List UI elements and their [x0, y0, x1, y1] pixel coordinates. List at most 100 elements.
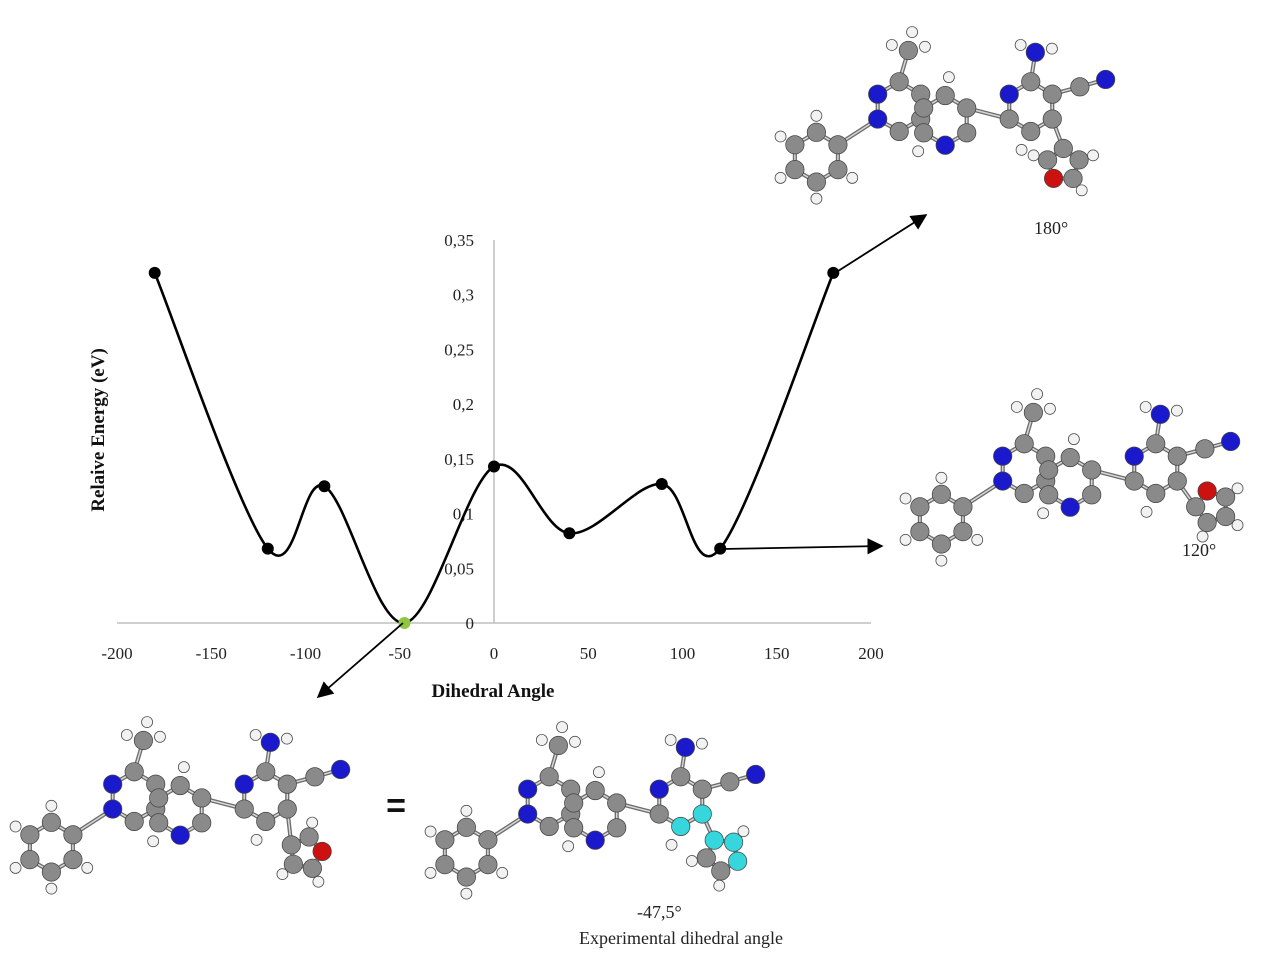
data-point — [488, 460, 500, 473]
molecule-minimum-structure — [9, 716, 351, 895]
angle-label-experimental: -47,5° — [637, 902, 682, 922]
data-points — [148, 266, 840, 629]
carbon-atom — [435, 855, 455, 875]
angle-label-120: 120° — [1182, 540, 1216, 560]
carbon-atom — [281, 835, 301, 855]
hydrogen-atom — [1196, 530, 1209, 543]
carbon-atom — [564, 818, 584, 838]
molecule-120-degrees — [899, 388, 1244, 567]
carbon-atom — [696, 848, 716, 868]
x-tick-label: 50 — [580, 644, 597, 663]
x-tick-label: 150 — [764, 644, 790, 663]
data-point — [827, 266, 840, 279]
carbon-atom — [1124, 471, 1144, 491]
carbon-atom — [564, 793, 584, 813]
x-tick-label: -100 — [290, 644, 321, 663]
carbon-atom — [889, 72, 909, 92]
hydrogen-atom — [1087, 149, 1099, 162]
carbon-atom — [910, 522, 930, 542]
x-tick-label: -200 — [101, 644, 132, 663]
carbon-atom — [149, 813, 169, 833]
carbon-atom — [456, 867, 476, 887]
chart-axes — [117, 240, 871, 624]
hydrogen-atom — [249, 729, 262, 741]
nitrogen-atom — [935, 135, 955, 155]
carbon-atom — [999, 109, 1019, 129]
carbon-atom — [1060, 447, 1080, 468]
carbon-atom — [63, 825, 83, 845]
hydrogen-atom — [774, 172, 787, 184]
hydrogen-atom — [810, 192, 823, 205]
hydrogen-atom — [935, 471, 948, 484]
carbon-atom — [914, 98, 934, 118]
carbon-atom — [1021, 72, 1041, 92]
carbon-atom — [1053, 138, 1073, 159]
carbon-atom — [124, 811, 144, 832]
carbon-atom — [785, 135, 805, 155]
hydrogen-atom — [810, 109, 823, 122]
atoms — [424, 721, 766, 900]
highlighted-atom — [671, 816, 691, 837]
highlighted-atom — [724, 832, 744, 852]
hydrogen-atom — [306, 816, 319, 829]
hydrogen-atom — [81, 862, 94, 874]
carbon-atom — [889, 121, 909, 142]
data-point — [318, 480, 331, 493]
y-tick-labels: 00,050,10,150,20,250,30,35 — [444, 231, 474, 633]
hydrogen-atom — [45, 882, 58, 895]
carbon-atom — [898, 40, 918, 61]
nitrogen-atom — [868, 84, 888, 104]
carbon-atom — [692, 779, 712, 799]
nitrogen-atom — [585, 830, 605, 850]
data-point — [714, 542, 727, 555]
hydrogen-atom — [737, 825, 750, 838]
carbon-atom — [1082, 460, 1102, 480]
hydrogen-atom — [1067, 433, 1080, 446]
carbon-atom — [1195, 439, 1215, 459]
carbon-atom — [1023, 402, 1043, 423]
carbon-atom — [931, 534, 951, 554]
atoms — [899, 388, 1244, 567]
carbon-atom — [234, 799, 254, 819]
carbon-atom — [1216, 506, 1236, 527]
carbon-atom — [548, 735, 568, 756]
hydrogen-atom — [1139, 401, 1152, 413]
carbon-atom — [539, 816, 559, 837]
hydrogen-atom — [912, 145, 925, 158]
hydrogen-atom — [276, 868, 289, 880]
hydrogen-atom — [154, 730, 166, 743]
hydrogen-atom — [899, 534, 912, 546]
carbon-atom — [649, 804, 669, 824]
y-tick-label: 0,15 — [444, 450, 474, 469]
carbon-atom — [828, 135, 848, 155]
hydrogen-atom — [906, 26, 918, 38]
carbon-atom — [20, 850, 40, 870]
carbon-atom — [1063, 168, 1083, 188]
x-tick-label: 200 — [858, 644, 884, 663]
hydrogen-atom — [535, 734, 548, 746]
nitrogen-atom — [1060, 497, 1080, 517]
carbon-atom — [1039, 485, 1059, 505]
nitrogen-atom — [518, 804, 538, 824]
hydrogen-atom — [1027, 149, 1040, 162]
hydrogen-atom — [120, 729, 133, 741]
carbon-atom — [170, 775, 190, 796]
carbon-atom — [957, 123, 977, 143]
carbon-atom — [935, 85, 955, 106]
hydrogen-atom — [177, 761, 190, 774]
nitrogen-atom — [331, 759, 351, 780]
nitrogen-atom — [518, 779, 538, 799]
data-point — [148, 266, 161, 279]
oxygen-atom — [1197, 481, 1217, 501]
carbon-atom — [302, 858, 322, 878]
carbon-atom — [192, 788, 212, 808]
hydrogen-atom — [424, 825, 437, 838]
data-point — [655, 478, 668, 491]
carbon-atom — [806, 122, 826, 142]
carbon-atom — [478, 830, 498, 850]
minimum-point — [398, 617, 411, 629]
y-tick-label: 0,3 — [453, 286, 474, 305]
nitrogen-atom — [234, 774, 254, 794]
y-tick-label: 0 — [466, 614, 475, 633]
